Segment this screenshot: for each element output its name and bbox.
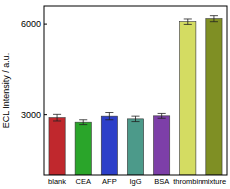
error-bar bbox=[131, 116, 139, 121]
y-tick-label: 6000 bbox=[21, 19, 41, 29]
x-tick-label: BSA bbox=[154, 177, 169, 186]
y-tick-label: 3000 bbox=[21, 110, 41, 120]
error-bar bbox=[210, 16, 218, 22]
plot-frame bbox=[44, 6, 227, 175]
bars bbox=[49, 16, 222, 175]
bar bbox=[101, 116, 117, 175]
error-bar bbox=[184, 19, 192, 24]
y-axis-label: ECL Intensity / a.u. bbox=[1, 53, 11, 129]
error-bar bbox=[105, 113, 113, 120]
bar bbox=[127, 119, 143, 175]
chart-root: 3000 6000 blank CEA AFP IgG BSA thrombinmixture… bbox=[0, 0, 230, 189]
bar bbox=[206, 19, 222, 175]
y-tick bbox=[44, 24, 47, 25]
bar bbox=[154, 116, 170, 175]
bar bbox=[180, 22, 196, 175]
error-bar bbox=[158, 113, 166, 118]
x-tick-label: AFP bbox=[102, 177, 117, 186]
error-bar bbox=[53, 114, 61, 121]
x-tick-label: blank bbox=[48, 177, 66, 186]
bar bbox=[49, 118, 65, 175]
y-tick bbox=[44, 114, 47, 115]
error-bar bbox=[79, 120, 87, 125]
x-tick-label: CEA bbox=[76, 177, 91, 186]
x-tick-label: IgG bbox=[129, 177, 141, 186]
x-tick-label: thrombin bbox=[173, 177, 202, 186]
bar bbox=[75, 122, 91, 175]
chart: 3000 6000 blank CEA AFP IgG BSA thrombinmixture… bbox=[0, 0, 230, 189]
x-tick-label: mixture bbox=[202, 177, 227, 186]
